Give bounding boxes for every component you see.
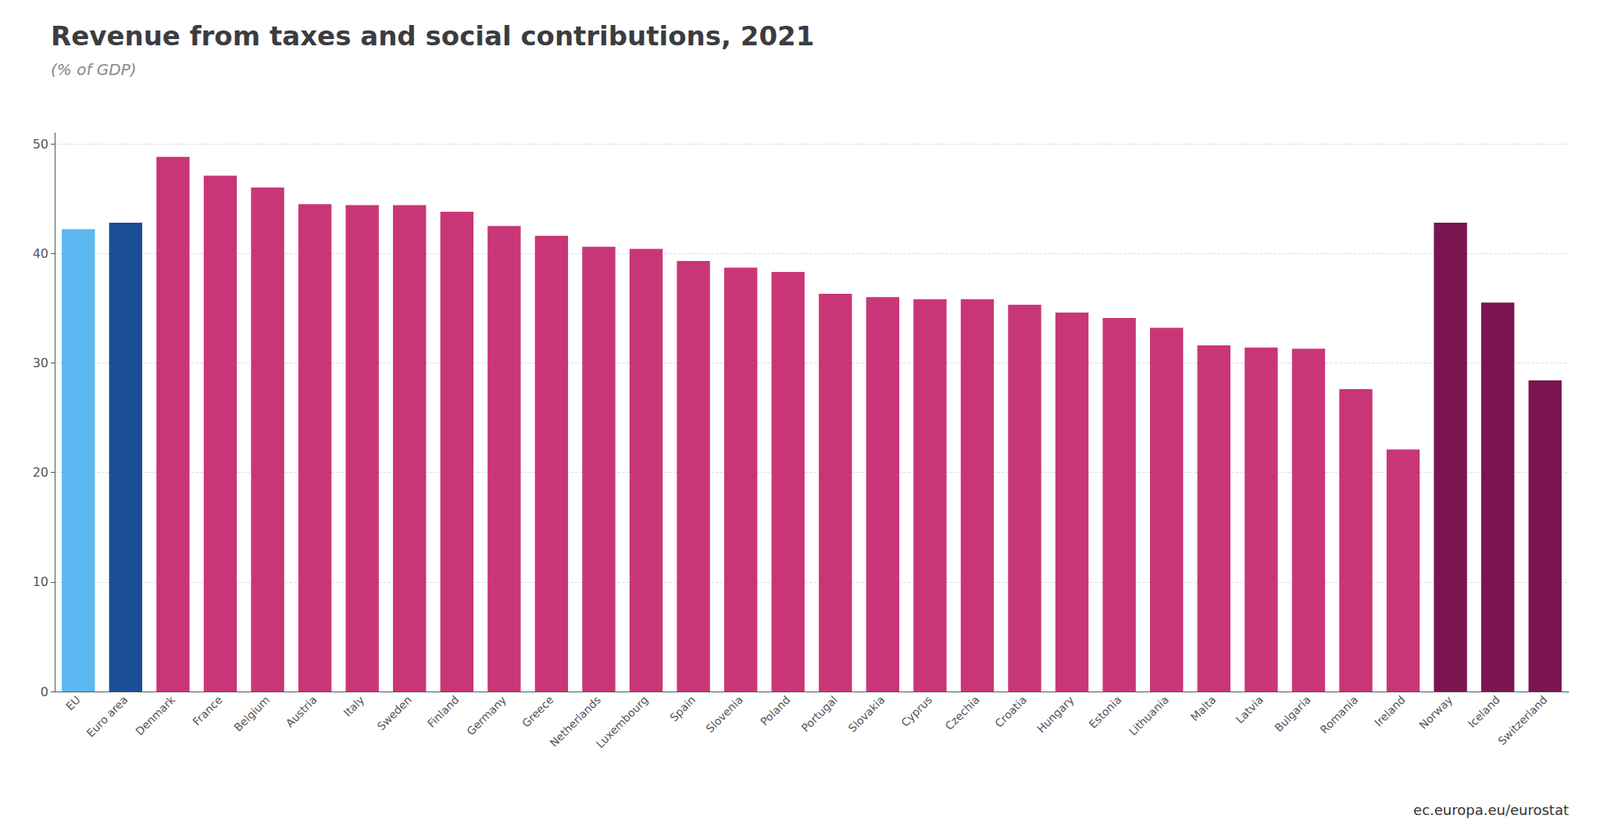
svg-text:Luxembourg: Luxembourg [593,692,651,750]
svg-text:Malta: Malta [1188,692,1219,724]
svg-text:Czechia: Czechia [942,692,983,733]
svg-text:France: France [189,692,225,728]
svg-text:Revenue from taxes and social: Revenue from taxes and social contributi… [50,20,815,52]
svg-text:Germany: Germany [464,692,509,738]
svg-text:40: 40 [32,246,49,261]
svg-text:30: 30 [32,355,49,371]
svg-text:Estonia: Estonia [1086,692,1125,731]
svg-text:Latvia: Latvia [1233,692,1266,725]
svg-text:Romania: Romania [1317,692,1361,736]
svg-text:Lithuania: Lithuania [1126,692,1172,738]
svg-text:Denmark: Denmark [132,692,178,738]
svg-text:50: 50 [32,136,49,152]
svg-text:Slovenia: Slovenia [703,692,745,735]
svg-text:Portugal: Portugal [799,692,840,734]
svg-text:Sweden: Sweden [374,692,414,733]
svg-text:Iceland: Iceland [1465,692,1503,730]
svg-text:Euro area: Euro area [84,692,131,740]
svg-text:ec.europa.eu/eurostat: ec.europa.eu/eurostat [1413,801,1569,818]
svg-text:Greece: Greece [519,692,557,730]
svg-text:Croatia: Croatia [992,692,1029,730]
svg-text:0: 0 [40,684,49,700]
svg-text:Italy: Italy [341,692,368,719]
svg-text:Slovakia: Slovakia [846,692,888,735]
svg-text:Switzerland: Switzerland [1495,692,1550,747]
svg-text:(% of GDP): (% of GDP) [50,60,137,79]
svg-text:10: 10 [32,574,49,590]
svg-text:20: 20 [32,464,49,480]
svg-text:Cyprus: Cyprus [898,692,935,729]
svg-text:Netherlands: Netherlands [547,693,604,750]
svg-text:Spain: Spain [667,692,698,724]
svg-text:Norway: Norway [1416,692,1455,732]
svg-text:EU: EU [63,692,83,713]
svg-text:Hungary: Hungary [1034,692,1077,736]
svg-text:Austria: Austria [283,692,320,729]
svg-text:Finland: Finland [425,692,462,730]
svg-text:Bulgaria: Bulgaria [1271,692,1313,734]
svg-text:Belgium: Belgium [231,692,272,734]
svg-text:Ireland: Ireland [1371,692,1408,729]
svg-text:Poland: Poland [757,692,793,728]
